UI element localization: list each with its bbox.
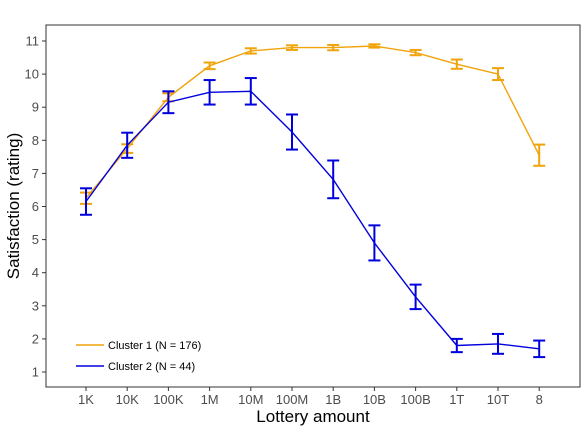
x-axis-title: Lottery amount [256,407,370,426]
series-1-line [85,45,540,199]
series-2-error-bar [244,77,257,106]
x-tick-label: 1K [78,392,94,407]
y-axis-title: Satisfaction (rating) [4,133,23,279]
series-1-error-bar [533,143,546,167]
series-1-error-bar [409,48,422,57]
series-2-line [85,90,540,350]
y-tick-label: 11 [26,34,40,49]
series-1-error-bar [203,61,216,71]
series-2-error-bar [121,131,134,159]
legend-label-series-2: Cluster 2 (N = 44) [108,361,195,373]
y-tick-label: 8 [32,133,39,148]
series-2-error-bar [409,283,422,311]
x-tick-label: 8 [536,392,543,407]
series-2-error-bar [492,332,504,355]
y-tick-label: 6 [32,199,39,214]
x-tick-label: 10B [363,392,386,407]
series-1-error-bar [368,43,381,49]
series-2-error-bar [286,113,298,151]
x-tick-label: 10T [487,392,509,407]
x-tick-label: 1B [325,392,341,407]
y-tick-label: 7 [32,166,39,181]
y-axis: 1 2 3 4 5 6 7 8 9 10 11 [25,34,46,380]
series-1-error-bar [244,47,257,55]
y-tick-label: 1 [32,365,39,380]
x-tick-label: 1T [449,392,464,407]
series-2-error-bar [80,187,92,216]
y-tick-label: 2 [32,331,39,346]
y-tick-label: 5 [32,232,39,247]
x-tick-label: 100B [400,392,430,407]
series-1-error-bar [286,44,298,51]
series-2-error-bar [533,339,546,359]
series-2-error-bar [368,224,381,262]
series-2-error-bar [327,159,340,200]
x-tick-label: 100K [153,392,184,407]
y-tick-label: 4 [32,265,39,280]
series-1-error-bar [450,58,463,70]
y-tick-label: 10 [25,67,39,82]
y-tick-label: 3 [32,298,39,313]
x-tick-label: 100M [276,392,309,407]
x-axis: 1K 10K 100K 1M 10M 100M 1B 10B 100B 1T 10T 8 [78,387,543,407]
x-tick-label: 10M [238,392,263,407]
x-tick-label: 1M [201,392,219,407]
series-2-error-bar [203,79,216,106]
series-2-error-bar [450,337,463,354]
legend: Cluster 1 (N = 176) Cluster 2 (N = 44) [76,340,201,373]
series-layer [80,43,546,359]
series-2-error-bar [162,90,175,115]
plot-panel [45,24,581,388]
x-tick-label: 10K [116,392,139,407]
series-1-error-bar [327,43,340,52]
series-1-error-bar [492,67,504,82]
y-tick-label: 9 [32,100,39,115]
legend-label-series-1: Cluster 1 (N = 176) [108,340,201,352]
